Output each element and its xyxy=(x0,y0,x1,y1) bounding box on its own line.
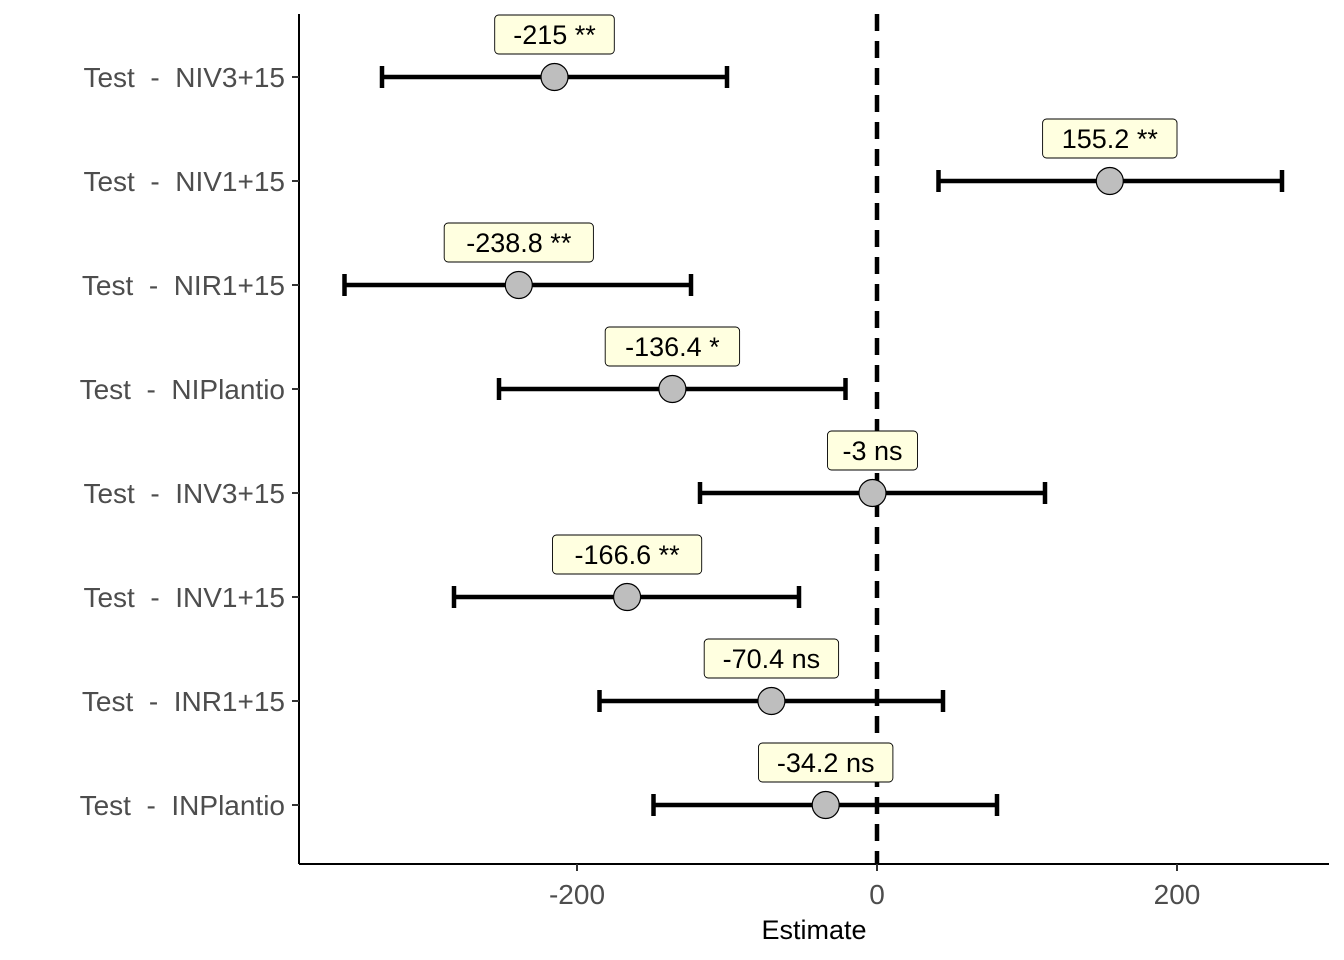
y-tick-label: Test - NIV3+15 xyxy=(83,62,285,93)
y-tick-label: Test - INV1+15 xyxy=(83,582,285,613)
y-tick-layer: Test - NIV3+15 Test - NIV1+15 Test - NIR1+… xyxy=(80,62,299,821)
data-label: -136.4 * xyxy=(625,332,720,362)
data-label-box xyxy=(827,430,918,471)
estimate-point xyxy=(757,686,786,716)
x-tick-label: 0 xyxy=(869,879,885,910)
data-label-box xyxy=(1042,118,1178,159)
axes-layer xyxy=(298,14,1329,865)
data-label: -215 ** xyxy=(513,20,596,50)
y-tick-label: Test - NIR1+15 xyxy=(82,270,285,301)
data-label-box xyxy=(443,222,594,263)
data-label-box xyxy=(604,326,741,367)
y-tick-label: Test - NIV1+15 xyxy=(83,166,285,197)
y-tick-label: Test - INPlantio xyxy=(80,790,285,821)
estimate-point xyxy=(504,270,533,300)
y-tick-label: Test - NIPlantio xyxy=(80,374,285,405)
x-axis-title: Estimate xyxy=(761,915,866,945)
data-label: -238.8 ** xyxy=(466,228,572,258)
y-tick-label: Test - INV3+15 xyxy=(83,478,285,509)
data-label: -70.4 ns xyxy=(723,644,821,674)
estimate-point xyxy=(658,374,687,404)
x-tick-layer: -200 0 200 xyxy=(549,864,1200,910)
estimate-point xyxy=(540,62,569,92)
data-label: -34.2 ns xyxy=(777,748,875,778)
estimate-point xyxy=(1095,166,1124,196)
data-label-box xyxy=(758,742,894,783)
x-tick-label: 200 xyxy=(1154,879,1201,910)
data-label-box xyxy=(703,638,840,679)
data-label-box xyxy=(552,534,703,575)
error-bar-layer xyxy=(342,66,1285,816)
y-tick-label: Test - INR1+15 xyxy=(82,686,285,717)
data-label: 155.2 ** xyxy=(1062,124,1159,154)
x-tick-label: -200 xyxy=(549,879,605,910)
data-label-layer: -215 ** 155.2 ** -238.8 ** -136.4 * -3 ns -16… xyxy=(443,14,1178,783)
data-label: -3 ns xyxy=(842,436,902,466)
point-layer xyxy=(504,62,1124,820)
estimate-point xyxy=(612,582,642,612)
estimate-point xyxy=(858,478,887,508)
data-label-box xyxy=(494,14,615,55)
estimate-point xyxy=(811,790,840,820)
data-label: -166.6 ** xyxy=(575,540,681,570)
